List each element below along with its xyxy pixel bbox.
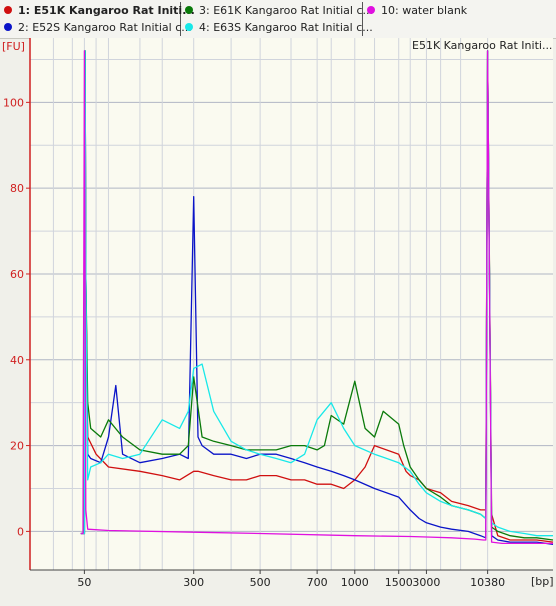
legend-item-10[interactable]: 10: water blank	[367, 3, 467, 19]
y-tick-label-60: 60	[10, 268, 24, 281]
series-line-5	[80, 50, 553, 545]
y-tick-label-20: 20	[10, 440, 24, 453]
legend-dot-1-icon	[4, 6, 12, 14]
legend-label-10: 10: water blank	[381, 4, 468, 17]
legend-label-3: 3: E61K Kangaroo Rat Initial c...	[199, 4, 373, 17]
chart-area: 0 20 40 60 80 100 50 300 500 700 1000 1500 3000 10380…	[0, 38, 556, 603]
legend-label-1: 1: E51K Kangaroo Rat Initi...	[18, 4, 195, 17]
series-layer	[80, 50, 554, 545]
y-axis-label: [FU]	[2, 40, 25, 53]
y-tick-label-0: 0	[17, 525, 24, 538]
legend-dot-3-icon	[185, 6, 193, 14]
legend-dot-2-icon	[4, 23, 12, 31]
legend-item-2[interactable]: 2: E52S Kangaroo Rat Initial c...	[4, 20, 192, 36]
electropherogram-chart[interactable]: 0 20 40 60 80 100 50 300 500 700 1000 1500 3000 10380…	[0, 38, 556, 603]
x-axis-label: [bp]	[531, 575, 554, 588]
x-tick-label-1500: 1500	[385, 576, 413, 589]
x-tick-label-1000: 1000	[341, 576, 369, 589]
x-tick-label-10380: 10380	[470, 576, 505, 589]
legend-column-3: 10: water blank	[363, 2, 555, 36]
legend-column-2: 3: E61K Kangaroo Rat Initial c... 4: E63…	[181, 2, 373, 36]
y-tick-label-80: 80	[10, 182, 24, 195]
series-line-2	[80, 50, 554, 545]
legend-item-4[interactable]: 4: E63S Kangaroo Rat Initial c...	[185, 20, 373, 36]
legend-item-3[interactable]: 3: E61K Kangaroo Rat Initial c...	[185, 3, 373, 19]
x-tick-label-50: 50	[77, 576, 91, 589]
x-tick-label-700: 700	[307, 576, 328, 589]
legend-dot-4-icon	[185, 23, 193, 31]
legend-column-1: 1: E51K Kangaroo Rat Initi... 2: E52S Ka…	[0, 2, 195, 36]
legend-label-4: 4: E63S Kangaroo Rat Initial c...	[199, 21, 373, 34]
x-tick-label-3000: 3000	[412, 576, 440, 589]
legend-dot-10-icon	[367, 6, 375, 14]
x-tick-label-500: 500	[250, 576, 271, 589]
axes: 0 20 40 60 80 100 50 300 500 700 1000 1500 3000 10380	[3, 38, 553, 589]
chart-title: E51K Kangaroo Rat Initi...	[412, 39, 552, 52]
legend-item-1[interactable]: 1: E51K Kangaroo Rat Initi...	[4, 3, 195, 19]
y-tick-label-40: 40	[10, 354, 24, 367]
legend: 1: E51K Kangaroo Rat Initi... 2: E52S Ka…	[0, 0, 556, 39]
legend-label-2: 2: E52S Kangaroo Rat Initial c...	[18, 21, 192, 34]
y-tick-label-100: 100	[3, 96, 24, 109]
x-tick-label-300: 300	[183, 576, 204, 589]
